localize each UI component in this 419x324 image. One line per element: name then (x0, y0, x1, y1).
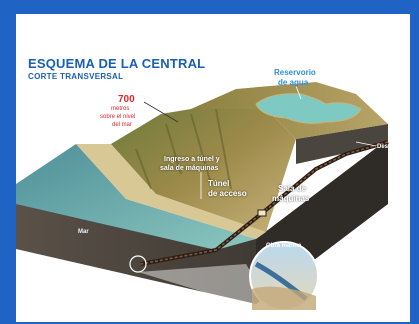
sea-label: Mar (78, 229, 89, 235)
machine-room-marker (257, 209, 267, 217)
mountain-slope (111, 104, 296, 232)
altitude-line2: del mar (112, 122, 133, 128)
power-plant-cross-section (16, 82, 389, 314)
sea-surface (16, 144, 256, 250)
sea-work-marker (129, 255, 147, 273)
beach (76, 144, 266, 239)
plateau-cliff (296, 124, 388, 164)
diagram-panel: ESQUEMA DE LA CENTRAL CORTE TRANSVERSAL … (16, 14, 410, 322)
entrance-label-line2: sala de máquinas (160, 165, 219, 172)
penstock-tunnel-inner (140, 141, 389, 265)
diagram-subtitle: CORTE TRANSVERSAL (28, 72, 124, 81)
slope-ridge (135, 108, 232, 190)
inset-seabed (252, 286, 316, 310)
reservoir-water (255, 93, 362, 124)
diagram-title: ESQUEMA DE LA CENTRAL (28, 56, 206, 71)
machine-room-label-line2: máquinas (272, 194, 310, 203)
drain-label: Desagüe (377, 144, 403, 150)
inset-connector (138, 264, 276, 314)
reservoir-label-line2: de agua (278, 78, 309, 87)
inset-label: Obra marina (266, 243, 302, 249)
altitude-value: 700 (118, 94, 135, 105)
altitude-unit: metros (111, 106, 130, 112)
drain-leader (355, 141, 377, 147)
altitude-leader (143, 101, 179, 123)
access-tunnel-label-line1: Túnel (208, 179, 230, 188)
altitude-line1: sobre el nivel (100, 114, 136, 120)
machine-room-label-line1: Sala de (278, 184, 307, 193)
access-tunnel-label-line2: de acceso (208, 189, 247, 198)
reservoir-leader (295, 85, 302, 100)
entrance-label-line1: Ingreso a túnel y (164, 156, 220, 163)
reservoir-label-line1: Reservorio (274, 68, 316, 77)
